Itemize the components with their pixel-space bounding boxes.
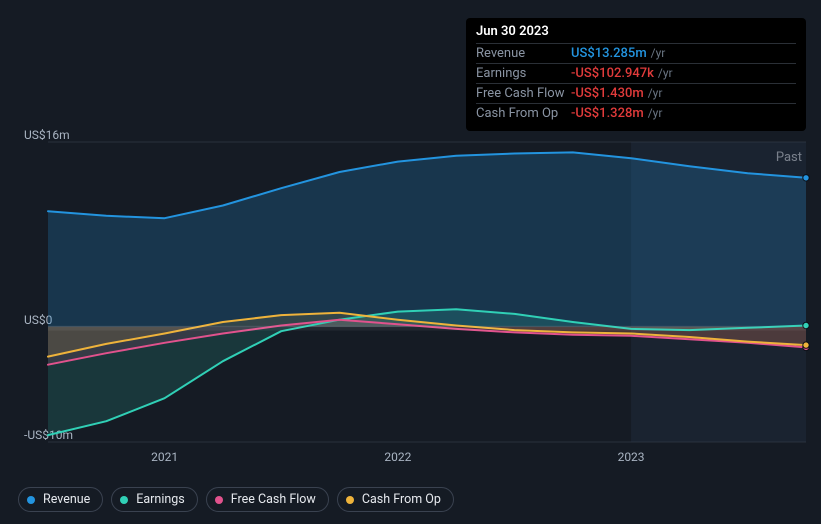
chart-tooltip: Jun 30 2023 RevenueUS$13.285m/yrEarnings… <box>466 18 806 131</box>
legend-label: Earnings <box>136 492 184 507</box>
series-end-marker <box>803 175 809 181</box>
legend-dot-icon <box>27 496 35 504</box>
tooltip-metric-unit: /yr <box>651 46 666 60</box>
tooltip-metric-label: Revenue <box>476 46 571 61</box>
x-axis-label: 2021 <box>151 450 178 464</box>
legend-label: Free Cash Flow <box>231 492 316 507</box>
tooltip-metric-unit: /yr <box>648 106 663 120</box>
x-axis-labels: 2021 2022 2023 <box>48 450 806 470</box>
tooltip-metric-unit: /yr <box>648 86 663 100</box>
tooltip-row: Free Cash Flow-US$1.430m/yr <box>476 83 796 103</box>
tooltip-metric-unit: /yr <box>658 66 673 80</box>
tooltip-metric-value: -US$1.430m <box>571 86 644 101</box>
tooltip-row: Cash From Op-US$1.328m/yr <box>476 103 796 123</box>
tooltip-metric-value: US$13.285m <box>571 46 647 61</box>
legend-item[interactable]: Free Cash Flow <box>206 487 329 512</box>
y-axis-label: US$16m <box>24 128 70 142</box>
legend-item[interactable]: Earnings <box>111 487 197 512</box>
tooltip-metric-label: Earnings <box>476 66 571 81</box>
legend-dot-icon <box>215 496 223 504</box>
zero-baseline-sheen <box>48 326 806 331</box>
tooltip-metric-value: -US$102.947k <box>571 66 654 81</box>
legend-label: Revenue <box>43 492 90 507</box>
tooltip-row: Earnings-US$102.947k/yr <box>476 63 796 83</box>
tooltip-row: RevenueUS$13.285m/yr <box>476 43 796 63</box>
legend-dot-icon <box>120 496 128 504</box>
legend-label: Cash From Op <box>362 492 441 507</box>
tooltip-title: Jun 30 2023 <box>476 24 796 39</box>
legend-item[interactable]: Cash From Op <box>337 487 454 512</box>
tooltip-metric-label: Cash From Op <box>476 106 571 121</box>
financials-chart[interactable]: US$16mUS$0-US$10m Past <box>18 128 806 458</box>
chart-plot[interactable] <box>48 142 806 442</box>
chart-legend: Revenue Earnings Free Cash Flow Cash From O… <box>18 487 454 512</box>
x-axis-label: 2023 <box>618 450 645 464</box>
series-end-marker <box>803 342 809 348</box>
legend-dot-icon <box>346 496 354 504</box>
x-axis-label: 2022 <box>384 450 411 464</box>
tooltip-metric-label: Free Cash Flow <box>476 86 571 101</box>
tooltip-metric-value: -US$1.328m <box>571 106 644 121</box>
legend-item[interactable]: Revenue <box>18 487 103 512</box>
series-area <box>48 152 806 326</box>
